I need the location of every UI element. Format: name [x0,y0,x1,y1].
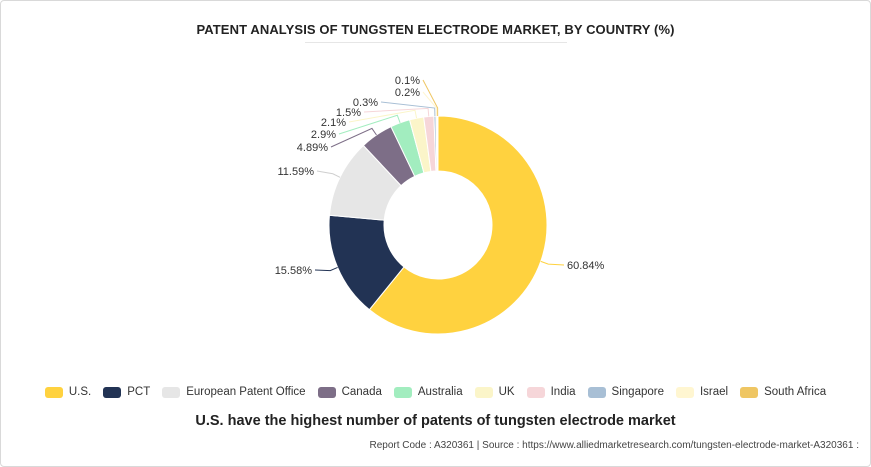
data-label-u-s: 60.84% [567,260,605,272]
legend-label: Singapore [611,386,664,398]
leader-line-australia [338,114,401,135]
legend-item-european-patent-office[interactable]: European Patent Office [162,386,306,398]
legend-swatch [474,386,493,398]
leader-line-south-africa [422,79,439,117]
chart-subtitle: U.S. have the highest number of patents … [195,413,676,429]
legend-item-uk[interactable]: UK [474,386,515,398]
slices-group [328,115,548,335]
legend-item-israel[interactable]: Israel [675,386,729,398]
legend-label: Israel [699,386,729,398]
legend-swatch [317,386,336,398]
legend-item-india[interactable]: India [526,386,576,398]
legend-swatch [526,386,545,398]
legend-label: Canada [341,386,382,398]
legend-label: India [550,386,576,398]
legend-label: PCT [127,386,151,398]
leader-line-israel [422,91,438,117]
legend-item-canada[interactable]: Canada [317,386,382,398]
legend-swatch [44,386,63,398]
leader-line-uk [348,109,418,123]
leader-line-india [363,107,430,117]
data-label-european-patent-office: 11.59% [278,166,315,178]
data-label-south-africa: 0.1% [395,75,420,87]
leader-line-singapore [380,101,436,117]
title-divider [305,42,567,43]
legend-label: U.S. [68,386,92,398]
leader-line-european-patent-office [316,170,341,178]
legend: U.S. PCT European Patent Office Canada Austr… [0,386,871,398]
leader-lines-group [314,79,565,272]
legend-swatch [740,386,759,398]
legend-swatch [393,386,412,398]
data-labels-group: 60.84% 15.58% 11.59% 4.89%2.9%2.1%1.5%0.3% 0… [275,75,605,277]
data-label-singapore: 0.3% [353,97,378,109]
legend-label: European Patent Office [186,386,306,398]
legend-label: Australia [417,386,463,398]
legend-swatch [587,386,606,398]
slice-u-s[interactable] [368,115,548,335]
data-label-israel: 0.2% [395,87,420,99]
legend-item-pct[interactable]: PCT [103,386,150,398]
leader-line-canada [330,127,377,148]
leader-line-u-s [540,260,565,266]
legend-item-u-s[interactable]: U.S. [44,386,92,398]
legend-swatch [675,386,694,398]
data-label-india: 1.5% [336,107,361,119]
legend-item-singapore[interactable]: Singapore [587,386,664,398]
data-label-australia: 2.9% [311,129,336,141]
legend-swatch [162,386,181,398]
legend-swatch [103,386,122,398]
legend-item-australia[interactable]: Australia [393,386,463,398]
legend-label: UK [498,386,515,398]
leader-line-pct [314,267,338,272]
data-label-canada: 4.89% [297,142,328,154]
data-label-uk: 2.1% [321,117,346,129]
chart-title: PATENT ANALYSIS OF TUNGSTEN ELECTRODE MA… [196,22,675,37]
legend-label: South Africa [764,386,827,398]
source-note: Report Code : A320361 | Source : https:/… [369,440,859,451]
slice-south-africa[interactable] [436,115,439,172]
legend-item-south-africa[interactable]: South Africa [740,386,826,398]
data-label-pct: 15.58% [275,265,313,277]
